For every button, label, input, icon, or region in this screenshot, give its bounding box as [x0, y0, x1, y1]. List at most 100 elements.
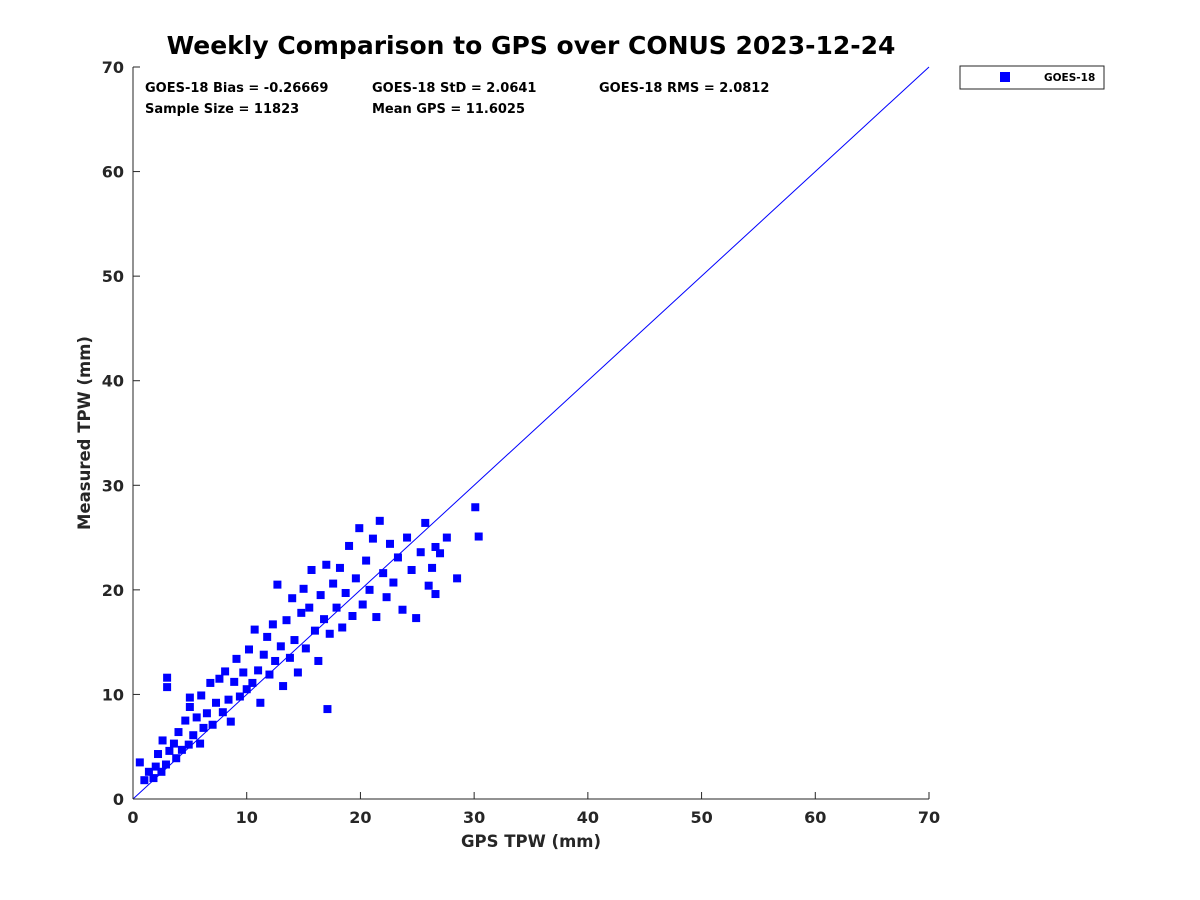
sample-size-annotation: Sample Size = 11823 [145, 102, 299, 117]
scatter-point [382, 593, 391, 602]
scatter-point [314, 656, 323, 665]
scatter-point [165, 746, 174, 755]
scatter-point [474, 532, 483, 541]
x-tick-label: 10 [236, 808, 258, 827]
scatter-point [431, 590, 440, 599]
x-axis-label: GPS TPW (mm) [461, 832, 601, 851]
scatter-point [379, 569, 388, 578]
scatter-point [325, 629, 334, 638]
x-tick-label: 30 [463, 808, 485, 827]
scatter-point [310, 626, 319, 635]
scatter-point [453, 574, 462, 583]
scatter-point [184, 740, 193, 749]
scatter-point [398, 605, 407, 614]
scatter-point [181, 716, 190, 725]
y-tick-label: 50 [102, 267, 124, 286]
scatter-point [338, 623, 347, 632]
scatter-point [232, 654, 241, 663]
x-tick-label: 0 [127, 808, 138, 827]
scatter-point [375, 516, 384, 525]
y-tick-label: 60 [102, 163, 124, 182]
scatter-point [305, 603, 314, 612]
scatter-point [279, 682, 288, 691]
scatter-point [297, 608, 306, 617]
y-tick-label: 30 [102, 476, 124, 495]
scatter-point [151, 762, 160, 771]
scatter-point [282, 616, 291, 625]
y-tick-label: 0 [113, 790, 124, 809]
legend: GOES-18 [959, 65, 1105, 90]
scatter-point [169, 739, 178, 748]
scatter-point [185, 702, 194, 711]
scatter-point [341, 588, 350, 597]
scatter-point [144, 767, 153, 776]
scatter-point [362, 556, 371, 565]
scatter-point [355, 524, 364, 533]
legend-marker-square [1000, 72, 1010, 82]
scatter-point [428, 563, 437, 572]
scatter-point [135, 758, 144, 767]
y-tick-label: 40 [102, 372, 124, 391]
scatter-point [235, 692, 244, 701]
scatter-point [154, 750, 163, 759]
scatter-point [368, 534, 377, 543]
scatter-point [276, 642, 285, 651]
scatter-point [335, 563, 344, 572]
scatter-point [208, 720, 217, 729]
scatter-point [263, 632, 272, 641]
scatter-point [307, 565, 316, 574]
legend-box [959, 65, 1105, 90]
scatter-point [372, 613, 381, 622]
scatter-point [224, 695, 233, 704]
scatter-point [416, 548, 425, 557]
scatter-point [271, 656, 280, 665]
scatter-point [192, 713, 201, 722]
scatter-point [351, 574, 360, 583]
x-tick-label: 60 [804, 808, 826, 827]
scatter-point [174, 728, 183, 737]
scatter-point [365, 585, 374, 594]
scatter-point [293, 668, 302, 677]
scatter-point [393, 553, 402, 562]
scatter-point [230, 677, 239, 686]
scatter-point [157, 767, 166, 776]
scatter-point [254, 666, 263, 675]
scatter-point [215, 674, 224, 683]
scatter-point [197, 691, 206, 700]
one-to-one-line [132, 66, 930, 800]
x-axis-ticks: 0 10 20 30 40 50 60 70 [127, 792, 940, 827]
y-axis-ticks: 0 10 20 30 40 50 60 70 [102, 58, 140, 809]
scatter-point [158, 736, 167, 745]
scatter-point [273, 580, 282, 589]
scatter-point [239, 668, 248, 677]
scatter-point [259, 650, 268, 659]
scatter-point [285, 653, 294, 662]
scatter-point [389, 578, 398, 587]
rms-annotation: GOES-18 RMS = 2.0812 [599, 81, 769, 96]
x-tick-label: 70 [918, 808, 940, 827]
scatter-point [436, 549, 445, 558]
scatter-point [345, 541, 354, 550]
bias-annotation: GOES-18 Bias = -0.26669 [145, 81, 328, 96]
scatter-point [161, 760, 170, 769]
y-tick-label: 20 [102, 581, 124, 600]
scatter-point [244, 645, 253, 654]
scatter-point [385, 539, 394, 548]
scatter-point [442, 533, 451, 542]
scatter-point [265, 670, 274, 679]
scatter-point [250, 625, 259, 634]
scatter-point [199, 723, 208, 732]
scatter-point [268, 620, 277, 629]
scatter-point [140, 776, 149, 785]
scatter-point [412, 614, 421, 623]
scatter-point [421, 518, 430, 527]
std-annotation: GOES-18 StD = 2.0641 [372, 81, 536, 96]
scatter-point [226, 717, 235, 726]
x-tick-label: 20 [349, 808, 371, 827]
legend-label: GOES-18 [1044, 72, 1095, 84]
scatter-point [316, 591, 325, 600]
mean-gps-annotation: Mean GPS = 11.6025 [372, 102, 525, 117]
scatter-point [196, 739, 205, 748]
scatter-point [322, 560, 331, 569]
